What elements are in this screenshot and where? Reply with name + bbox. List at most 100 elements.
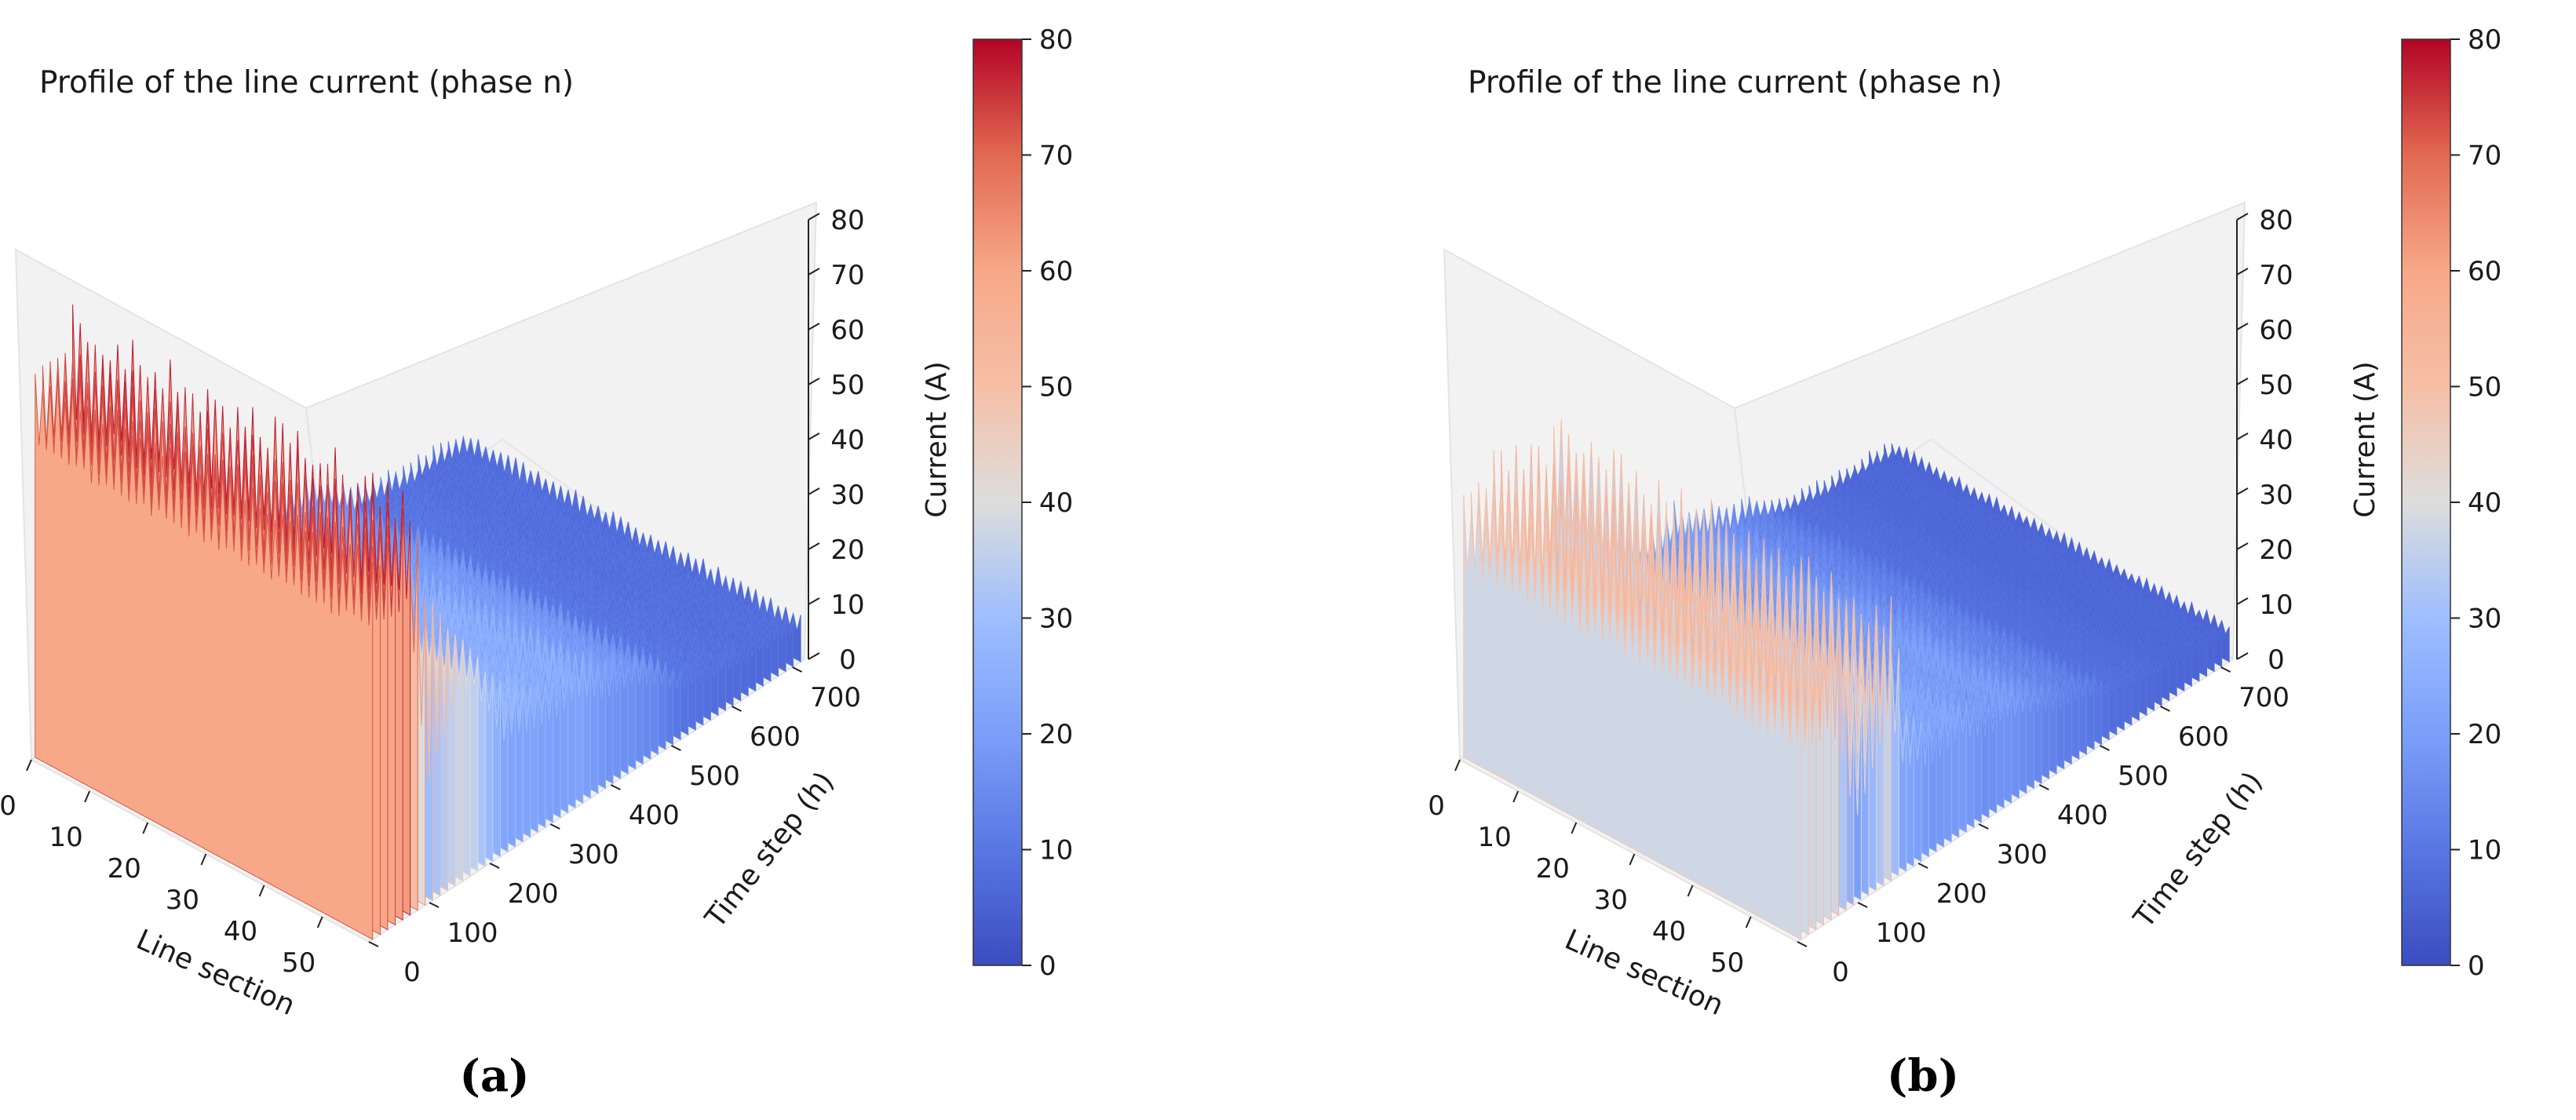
- y-tick: [2160, 706, 2170, 712]
- surface-strip: [35, 374, 374, 940]
- colorbar-tick-label: 60: [1039, 256, 1073, 287]
- z-tick-label: 40: [830, 425, 864, 456]
- colorbar-tick-labels: 0 10 20 30 40 50 60 70 80: [2450, 24, 2501, 982]
- y-tick-label: 200: [508, 878, 559, 910]
- colorbar-tick-label: 0: [1039, 950, 1056, 982]
- z-tick-label: 60: [830, 315, 864, 346]
- x-tick: [84, 790, 91, 803]
- y-tick: [1917, 863, 1928, 869]
- chart-title: Profile of the line current (phase n): [39, 65, 574, 100]
- z-tick: [808, 487, 820, 495]
- colorbar-tick-label: 60: [2468, 256, 2501, 287]
- x-tick-labels: 0 10 20 30 40 50: [1428, 759, 1752, 979]
- colorbar-tick-label: 10: [2468, 835, 2501, 866]
- z-tick: [2236, 378, 2249, 385]
- y-tick: [2038, 784, 2049, 790]
- y-tick-label: 300: [1997, 839, 2048, 870]
- z-tick-label: 70: [830, 260, 864, 291]
- panel-a: Profile of the line current (phase n) 0 1…: [0, 24, 1073, 1102]
- colorbar-tick-label: 40: [2468, 487, 2501, 519]
- z-tick: [808, 597, 820, 605]
- y-tick: [610, 784, 621, 790]
- y-tick-label: 700: [2238, 682, 2290, 713]
- colorbar: 0 10 20 30 40 50 60 70 80: [2401, 24, 2501, 982]
- z-axis-label: Current (A): [2349, 361, 2381, 517]
- y-tick-labels: 0 100 200 300 400 500 600 700: [1797, 666, 2290, 988]
- x-tick-label: 20: [1536, 853, 1570, 885]
- z-tick-label: 50: [830, 370, 864, 401]
- z-tick-label: 30: [830, 480, 864, 511]
- y-tick-label: 500: [2118, 761, 2169, 792]
- x-tick: [258, 885, 265, 897]
- y-tick: [1857, 902, 1868, 908]
- colorbar-tick-label: 80: [2468, 24, 2501, 56]
- x-tick: [1454, 759, 1461, 772]
- z-tick: [2236, 323, 2249, 330]
- x-tick: [316, 916, 323, 928]
- x-tick-label: 30: [1594, 885, 1628, 916]
- x-tick-labels: 0 10 20 30 40 50: [0, 759, 323, 979]
- y-tick: [1797, 941, 1808, 947]
- colorbar-tick-label: 50: [1039, 372, 1073, 403]
- z-tick: [808, 432, 820, 440]
- y-tick-label: 100: [447, 918, 498, 949]
- colorbar-tick-label: 80: [1039, 24, 1073, 56]
- z-tick-label: 20: [2259, 534, 2293, 566]
- z-tick: [808, 652, 820, 660]
- x-tick: [1745, 916, 1752, 928]
- colorbar-tick-label: 0: [2468, 950, 2485, 982]
- colorbar-tick-label: 30: [1039, 604, 1073, 635]
- y-tick-label: 600: [750, 721, 801, 753]
- colorbar-gradient: [2401, 38, 2451, 966]
- surface: [35, 304, 801, 940]
- z-tick-label: 50: [2259, 370, 2293, 401]
- y-tick-label: 200: [1936, 878, 1987, 910]
- y-tick-labels: 0 100 200 300 400 500 600 700: [368, 666, 861, 988]
- colorbar-tick-label: 70: [1039, 140, 1073, 172]
- y-tick: [732, 706, 742, 712]
- x-tick-label: 40: [1652, 916, 1686, 947]
- z-axis-label: Current (A): [921, 361, 953, 517]
- z-tick: [808, 542, 820, 550]
- colorbar-gradient: [972, 38, 1023, 966]
- y-tick-label: 0: [1832, 957, 1849, 988]
- z-tick-label: 30: [2259, 480, 2293, 511]
- y-tick-label: 500: [689, 761, 740, 792]
- panel-label: (a): [459, 1050, 529, 1102]
- z-tick: [2236, 542, 2249, 550]
- z-tick: [808, 323, 820, 330]
- colorbar-tick-label: 50: [2468, 372, 2501, 403]
- colorbar: 0 10 20 30 40 50 60 70 80: [972, 24, 1073, 982]
- y-tick: [2220, 666, 2231, 673]
- x-axis-label: Line section: [1560, 924, 1728, 1022]
- x-tick: [1512, 790, 1520, 803]
- x-tick-label: 40: [224, 916, 257, 947]
- y-tick: [670, 745, 681, 751]
- z-tick: [2236, 432, 2249, 440]
- x-tick-label: 50: [282, 947, 316, 979]
- z-tick-label: 10: [2259, 589, 2293, 621]
- z-tick: [2236, 487, 2249, 495]
- x-tick: [142, 822, 149, 834]
- z-tick: [2236, 597, 2249, 605]
- z-tick-label: 80: [830, 205, 864, 236]
- x-tick-label: 20: [108, 853, 141, 885]
- x-tick: [26, 759, 32, 772]
- colorbar-tick-label: 10: [1039, 835, 1073, 866]
- x-tick: [1687, 885, 1694, 897]
- y-tick: [368, 941, 379, 947]
- y-tick: [429, 902, 440, 908]
- z-tick-label: 20: [830, 534, 864, 566]
- z-tick: [808, 378, 820, 385]
- x-axis-label: Line section: [132, 924, 300, 1022]
- surface-strip: [1463, 494, 1802, 940]
- panel-label: (b): [1887, 1050, 1959, 1102]
- panel-b: Profile of the line current (phase n) 01…: [1428, 24, 2501, 1102]
- x-tick: [1629, 853, 1636, 866]
- z-tick-label: 0: [2268, 644, 2285, 676]
- y-tick: [1978, 823, 1989, 830]
- x-tick-label: 10: [1478, 822, 1512, 853]
- z-tick-labels: 0 10 20 30 40 50 60 70 80: [2236, 205, 2293, 676]
